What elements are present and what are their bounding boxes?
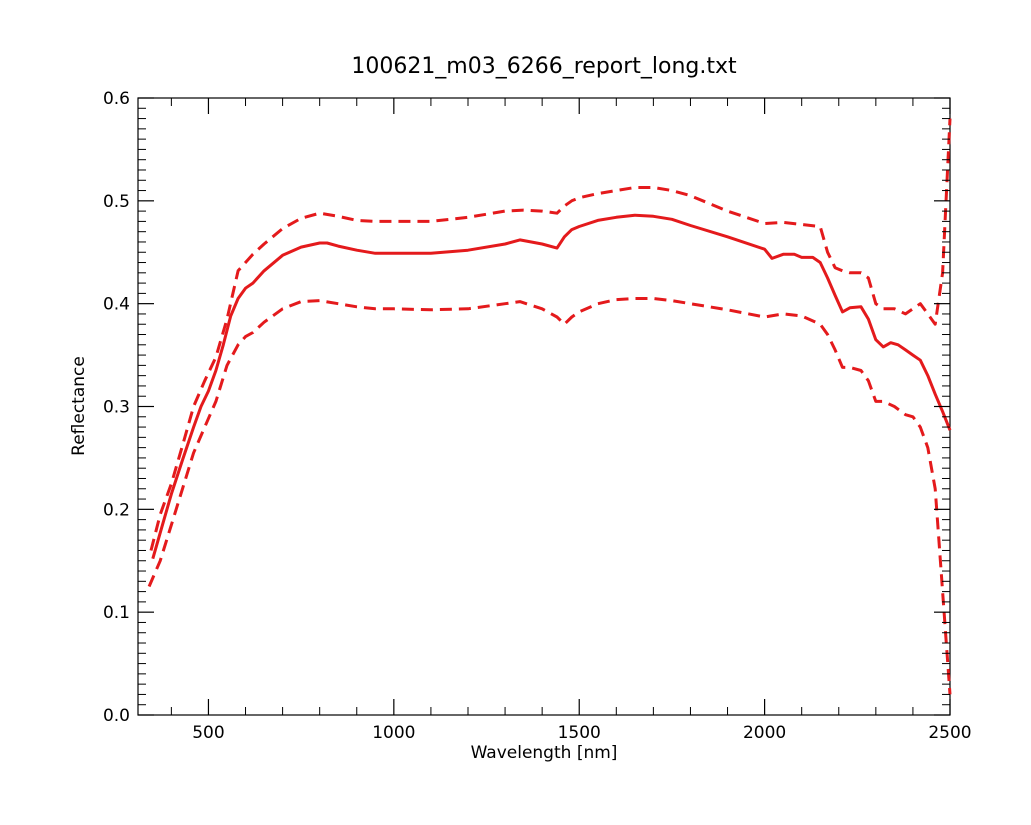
y-axis-label: Reflectance bbox=[69, 356, 89, 456]
x-tick-label: 1000 bbox=[372, 723, 415, 743]
series-line-2-dashed bbox=[149, 118, 952, 551]
series-line-1-solid bbox=[151, 213, 952, 560]
x-tick-label: 2500 bbox=[928, 723, 971, 743]
x-tick-label: 1500 bbox=[558, 723, 601, 743]
x-axis-label: Wavelength [nm] bbox=[471, 743, 618, 763]
plot-border bbox=[137, 97, 951, 716]
plot-frame bbox=[137, 97, 951, 716]
y-tick-label: 0.3 bbox=[103, 398, 130, 418]
y-tick-label: 0.0 bbox=[103, 706, 130, 726]
y-tick-label: 0.1 bbox=[103, 603, 130, 623]
chart-title: 100621_m03_6266_report_long.txt bbox=[351, 54, 737, 79]
ticks-layer: 500 1000 1500 2000 2500 0.0 0.1 0.2 0.3 0.4 0.5 0.6 bbox=[103, 89, 972, 743]
x-tick-label: 2000 bbox=[743, 723, 786, 743]
y-tick-label: 0.4 bbox=[103, 295, 130, 315]
series-line-3-dashed bbox=[147, 297, 952, 695]
y-tick-label: 0.6 bbox=[103, 89, 130, 109]
y-tick-label: 0.2 bbox=[103, 500, 130, 520]
x-tick-label: 500 bbox=[192, 723, 224, 743]
series-layer bbox=[147, 118, 952, 695]
y-tick-label: 0.5 bbox=[103, 192, 130, 212]
